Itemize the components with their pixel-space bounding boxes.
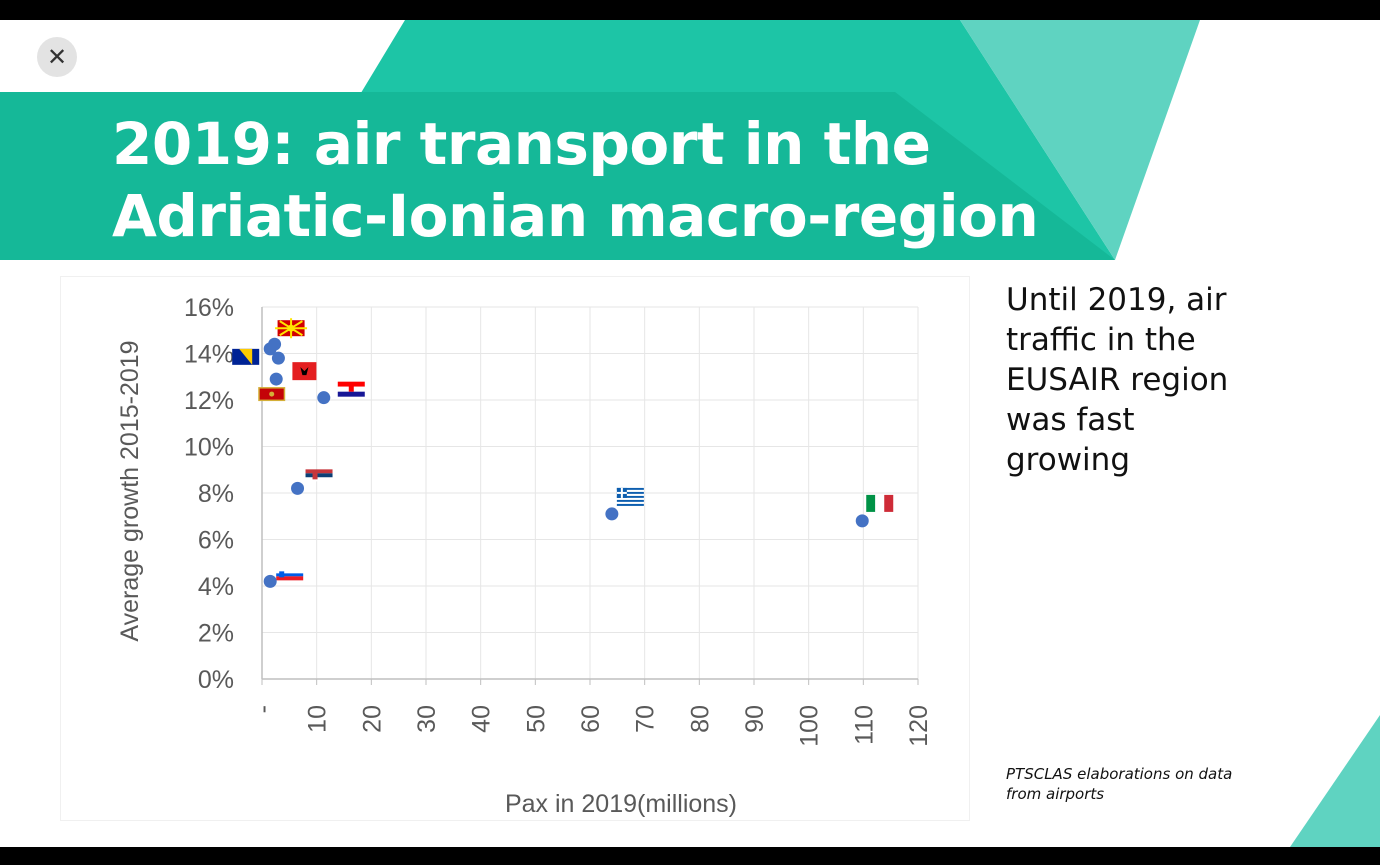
flag-italy-icon [866,494,894,512]
page-title: 2019: air transport in the Adriatic-Ioni… [112,108,1112,252]
flag-bosnia-icon [232,348,260,365]
scatter-chart: 0% 2% 4% 6% 8% 10% 12% 14% 16% - 10 20 30 40 50 60 70 80 9… [116,294,933,818]
slide: ✕ 2019: air transport in the Adriatic-Io… [0,20,1380,847]
side-note-line: EUSAIR region [1006,362,1229,398]
title-line-2: Adriatic-Ionian macro-region [112,182,1039,250]
x-tick-label: 30 [413,705,441,733]
data-point-croatia [317,391,331,405]
y-tick-label: 14% [184,341,234,369]
source-note: PTSCLAS elaborations on data from airpor… [1006,764,1286,804]
data-point-serbia [291,481,305,495]
x-tick-label: 110 [850,705,878,745]
point-layer [263,337,869,588]
close-icon: ✕ [46,43,68,71]
flag-croatia-icon [337,381,365,397]
data-point-albania [271,351,285,365]
x-tick-label: 70 [632,705,660,733]
y-tick-label: 8% [198,480,234,508]
axis-layer: 0% 2% 4% 6% 8% 10% 12% 14% 16% - 10 20 30 40 50 60 70 80 9… [184,294,933,747]
side-note: Until 2019, air traffic in the EUSAIR re… [1006,280,1296,480]
x-tick-label: 10 [304,705,332,733]
y-tick-label: 12% [184,387,234,415]
x-tick-label: 120 [905,705,933,747]
flag-albania-icon [292,362,317,381]
data-point-montenegro [269,372,283,386]
y-tick-label: 2% [198,620,234,648]
side-note-line: was fast [1006,402,1135,438]
source-note-line: from airports [1006,785,1105,803]
x-tick-label: 100 [796,705,824,747]
data-point-italy [855,514,869,528]
banner-main-shape [0,92,1115,260]
flag-greece-icon [616,487,644,506]
flag-north-macedonia-icon [275,318,308,339]
flag-montenegro-icon [258,387,286,402]
data-point-bosnia [263,342,277,356]
y-tick-label: 10% [184,434,234,462]
source-note-line: PTSCLAS elaborations on data [1006,765,1233,783]
y-tick-label: 0% [198,666,234,694]
data-point-greece [605,507,619,521]
flag-slovenia-icon [276,570,304,581]
y-axis-title: Average growth 2015-2019 [116,340,144,641]
close-button[interactable]: ✕ [37,37,77,77]
side-note-line: Until 2019, air [1006,282,1227,318]
y-tick-label: 16% [184,294,234,322]
x-tick-label: 90 [741,705,769,733]
title-line-1: 2019: air transport in the [112,110,931,178]
data-point-slovenia [263,574,277,588]
x-tick-label: 80 [686,705,714,733]
banner-light-shape [960,20,1200,260]
x-tick-label: - [249,705,277,713]
x-tick-label: 20 [358,705,386,733]
side-note-line: growing [1006,442,1130,478]
y-tick-label: 6% [198,527,234,555]
side-note-line: traffic in the [1006,322,1196,358]
x-tick-label: 50 [522,705,550,733]
flag-serbia-icon [305,469,333,482]
grid-layer [261,306,919,680]
x-tick-label: 60 [577,705,605,733]
background-shapes [0,20,1380,847]
corner-triangle-shape [1290,715,1380,847]
y-tick-label: 4% [198,573,234,601]
chart-panel: 0% 2% 4% 6% 8% 10% 12% 14% 16% - 10 20 30 40 50 60 70 80 9… [60,276,970,821]
x-tick-label: 40 [468,705,496,733]
x-axis-title: Pax in 2019(millions) [505,790,737,818]
flag-layer [232,318,894,581]
